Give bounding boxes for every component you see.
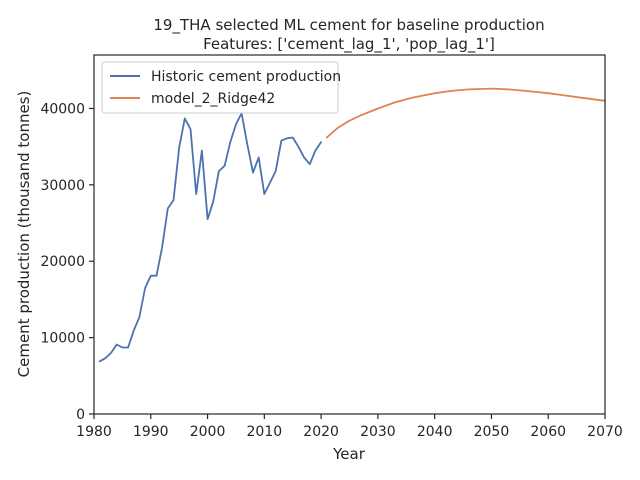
chart-title-line1: 19_THA selected ML cement for baseline p… <box>153 16 544 35</box>
chart-title-line2: Features: ['cement_lag_1', 'pop_lag_1'] <box>203 35 495 54</box>
y-tick-label: 0 <box>76 407 85 423</box>
x-axis-label: Year <box>332 445 366 463</box>
x-tick-label: 2020 <box>303 424 339 440</box>
x-tick-label: 1990 <box>133 424 169 440</box>
y-axis: 0 10000 20000 30000 40000 <box>40 101 94 423</box>
y-tick-label: 40000 <box>40 101 85 117</box>
legend-label-historic: Historic cement production <box>151 69 341 85</box>
plot-frame <box>93 54 606 415</box>
series-line-historic <box>98 112 323 363</box>
x-axis: 1980 1990 2000 2010 2020 2030 2040 2050 2060 2070 <box>76 414 623 440</box>
y-tick-label: 10000 <box>40 331 85 347</box>
x-tick-label: 2040 <box>417 424 453 440</box>
series-layer <box>98 87 606 363</box>
y-tick-label: 30000 <box>40 178 85 194</box>
legend-box <box>101 61 339 114</box>
x-tick-label: 2060 <box>530 424 566 440</box>
x-tick-label: 2050 <box>474 424 510 440</box>
x-tick-label: 2010 <box>247 424 283 440</box>
x-tick-label: 2000 <box>190 424 226 440</box>
x-tick-label: 2070 <box>587 424 623 440</box>
legend: Historic cement production model_2_Ridge… <box>101 61 341 114</box>
y-tick-label: 20000 <box>40 254 85 270</box>
x-tick-label: 1980 <box>76 424 112 440</box>
series-line-model <box>325 87 606 139</box>
legend-label-model: model_2_Ridge42 <box>151 91 275 107</box>
y-axis-label: Cement production (thousand tonnes) <box>15 91 33 378</box>
x-tick-label: 2030 <box>360 424 396 440</box>
